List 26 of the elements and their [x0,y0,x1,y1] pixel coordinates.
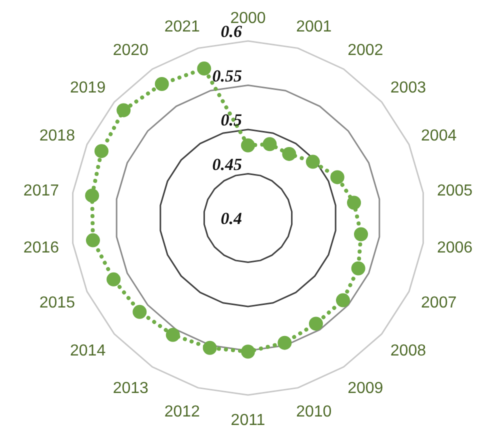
spoke-label: 2021 [164,18,200,36]
spoke-label: 2015 [39,294,76,312]
spoke-label: 2019 [70,80,106,97]
spoke-label: 2003 [390,80,426,97]
spoke-label: 2004 [421,128,457,145]
y-tick-label: 0.55 [212,66,242,86]
spoke-label: 2013 [112,380,149,397]
spoke-label: 2020 [112,42,149,60]
spoke-label: 2002 [348,42,384,60]
spoke-label: 2016 [23,240,60,257]
spoke-label: 2007 [421,294,457,312]
spoke-label: 2006 [436,240,473,257]
spoke-label: 2018 [39,128,76,145]
spoke-label: 2001 [296,18,332,36]
y-tick-label: 0.45 [212,154,242,174]
spoke-label: 2014 [70,342,106,360]
y-tick-label: 0.4 [220,209,242,228]
spoke-label: 2005 [436,182,473,200]
spoke-label: 2009 [348,380,384,397]
spoke-label: 2010 [296,404,332,421]
spoke-label: 2008 [390,342,426,360]
y-tick-label: 0.6 [220,22,242,41]
spoke-label: 2012 [164,404,200,421]
y-tick-label: 0.5 [220,110,242,130]
spoke-label: 2017 [23,182,60,200]
spoke-label: 2011 [230,412,266,428]
